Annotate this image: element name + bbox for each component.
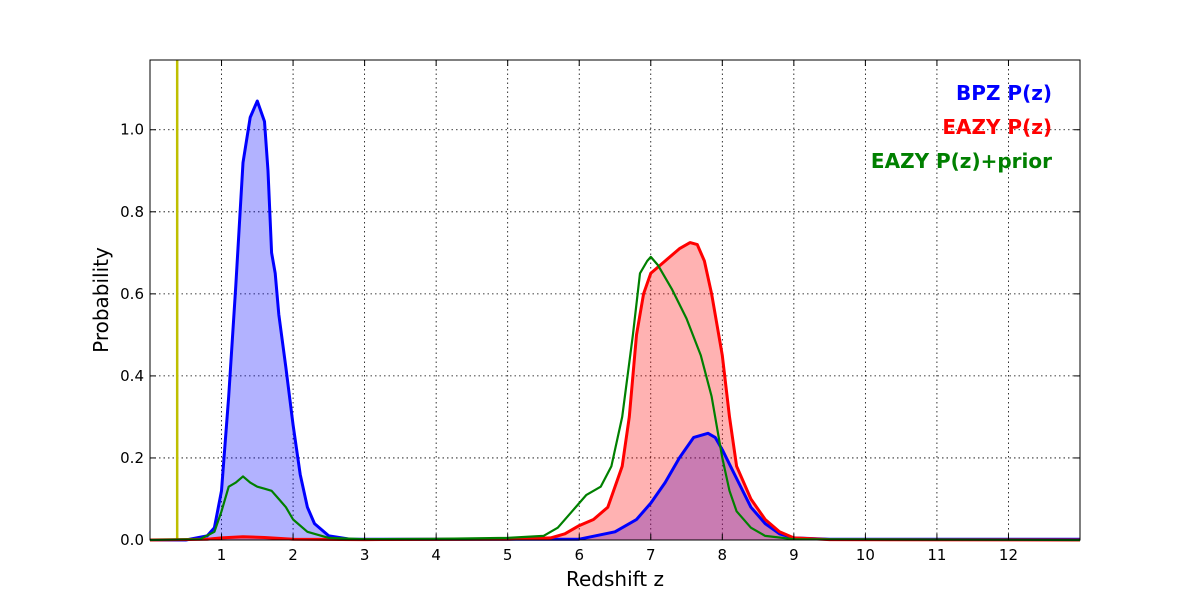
x-tick-label: 5: [503, 546, 513, 564]
plot-background: [150, 60, 1080, 540]
bpz-p-z-line: [150, 99, 1080, 542]
legend-entry: EAZY P(z)+prior: [871, 149, 1052, 173]
legend-entry: EAZY P(z): [942, 115, 1052, 139]
x-tick-label: 7: [646, 546, 656, 564]
x-tick-label: 3: [360, 546, 370, 564]
x-axis-label: Redshift z: [566, 567, 664, 591]
legend: BPZ P(z) EAZY P(z) EAZY P(z)+prior: [871, 81, 1052, 173]
x-tick-label: 4: [431, 546, 441, 564]
x-tick-label: 9: [789, 546, 799, 564]
y-tick-label: 0.8: [120, 203, 144, 221]
y-axis-label: Probability: [89, 247, 113, 353]
x-tick-label: 6: [574, 546, 584, 564]
y-tick-label: 0.0: [120, 531, 144, 549]
x-tick-label: 10: [856, 546, 875, 564]
y-tick-label: 0.2: [120, 449, 144, 467]
x-tick-label: 12: [999, 546, 1018, 564]
grid-layer: [150, 60, 1080, 540]
x-tick-label: 1: [217, 546, 227, 564]
y-tick-label: 0.6: [120, 285, 144, 303]
line-layer: [149, 99, 1081, 542]
eazy-p-z-line: [149, 241, 1081, 542]
x-tick-label: 11: [927, 546, 946, 564]
legend-entry: BPZ P(z): [956, 81, 1052, 105]
plot-frame: [149, 59, 1081, 541]
x-tick-label: 8: [718, 546, 728, 564]
tick-layer: 1 2 3 4 5 6 7 8 9 10 11 120.00.20.40.60.81.0: [120, 60, 1080, 564]
y-tick-label: 1.0: [120, 121, 144, 139]
x-tick-label: 2: [288, 546, 298, 564]
fill-layer: [150, 101, 1080, 540]
y-tick-label: 0.4: [120, 367, 144, 385]
bpz-p-z-area: [150, 101, 1080, 540]
eazy-p-z-prior-line: [149, 255, 1081, 542]
